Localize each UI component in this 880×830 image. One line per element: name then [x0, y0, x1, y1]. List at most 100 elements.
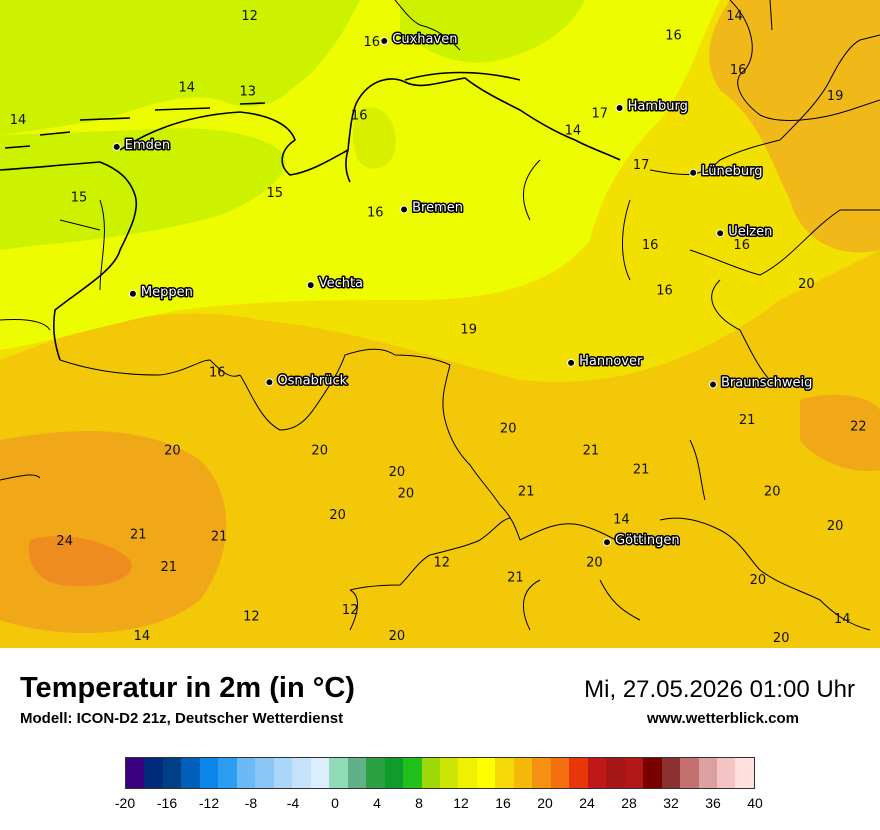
city-name: Hamburg	[628, 99, 688, 114]
temperature-value: 22	[850, 420, 867, 435]
map-title: Temperatur in 2m (in °C)	[20, 672, 355, 704]
colorbar-swatch	[329, 758, 348, 788]
colorbar-swatch	[587, 758, 607, 788]
colorbar-swatch	[144, 758, 163, 788]
city-dot	[112, 142, 121, 151]
temperature-value: 16	[364, 35, 381, 50]
temperature-value: 14	[726, 9, 743, 24]
city-marker: Osnabrück	[265, 372, 349, 390]
temperature-value: 15	[267, 186, 284, 201]
colorbar-swatch	[550, 758, 570, 788]
colorbar-swatch	[421, 758, 440, 788]
city-marker: Lüneburg	[689, 162, 764, 180]
colorbar-tick: 12	[453, 795, 469, 811]
city-dot	[716, 229, 725, 238]
city-dot	[380, 37, 389, 45]
city-dot	[128, 289, 137, 298]
colorbar-swatch	[680, 758, 699, 788]
colorbar-swatch	[292, 758, 311, 788]
forecast-datetime: Mi, 27.05.2026 01:00 Uhr	[584, 676, 855, 703]
coastline	[0, 71, 621, 361]
city-name: Osnabrück	[277, 373, 347, 388]
colorbar-tick: 8	[415, 795, 423, 811]
colorbar-swatch	[569, 758, 588, 788]
colorbar-swatch	[403, 758, 422, 788]
temperature-value: 14	[613, 512, 630, 527]
colorbar-swatch	[532, 758, 551, 788]
colorbar-swatch	[458, 758, 477, 788]
colorbar-tick: 4	[373, 795, 381, 811]
city-name: Göttingen	[615, 533, 680, 548]
colorbar-swatch	[273, 758, 293, 788]
city-marker: Bremen	[400, 199, 464, 217]
temperature-value: 24	[56, 534, 73, 549]
temperature-value: 17	[592, 106, 609, 121]
temperature-value: 19	[827, 89, 844, 104]
temperature-value: 16	[642, 238, 659, 253]
temperature-value: 13	[240, 85, 257, 100]
colorbar-swatch	[162, 758, 182, 788]
temperature-value: 16	[367, 206, 384, 221]
city-name: Uelzen	[728, 224, 772, 239]
temperature-value: 12	[434, 556, 451, 571]
temperature-value: 14	[10, 113, 27, 128]
temperature-value: 20	[586, 556, 603, 571]
colorbar-swatch	[606, 758, 625, 788]
colorbar-tick: 32	[663, 795, 679, 811]
temperature-value: 20	[329, 508, 346, 523]
colorbar-swatch	[310, 758, 330, 788]
temperature-value: 21	[739, 413, 756, 428]
temperature-value: 20	[764, 484, 781, 499]
city-name: Vechta	[319, 276, 363, 291]
colorbar-swatch	[513, 758, 533, 788]
colorbar-tick: 16	[495, 795, 511, 811]
colorbar-tick: 36	[705, 795, 721, 811]
temperature-value: 16	[656, 283, 673, 298]
colorbar-swatch	[476, 758, 496, 788]
colorbar-swatch	[661, 758, 681, 788]
temperature-value: 21	[583, 443, 600, 458]
temperature-value: 20	[311, 443, 328, 458]
temperature-value: 20	[773, 631, 790, 646]
temperature-value: 19	[460, 322, 477, 337]
city-dot	[709, 380, 717, 389]
temperature-value: 17	[633, 158, 650, 173]
city-name: Bremen	[412, 201, 463, 216]
temperature-value: 20	[500, 422, 517, 437]
city-name: Meppen	[141, 285, 193, 300]
temperature-value: 21	[211, 530, 228, 545]
colorbar-tick: 28	[621, 795, 637, 811]
city-dot	[306, 281, 315, 290]
colorbar-swatch	[384, 758, 404, 788]
website-link[interactable]: www.wetterblick.com	[647, 710, 799, 727]
city-marker: Hannover	[567, 352, 644, 370]
colorbar-swatch	[218, 758, 237, 788]
city-name: Hannover	[579, 354, 643, 369]
sea-zone-wadden	[0, 128, 286, 250]
hot-zone-southwest	[0, 431, 227, 634]
temperature-value: 16	[733, 238, 750, 253]
city-name: Braunschweig	[721, 376, 812, 391]
colorbar-tick: -20	[114, 795, 136, 811]
temperature-value: 21	[633, 463, 650, 478]
city-marker: Hamburg	[615, 98, 689, 116]
temperature-value: 12	[243, 610, 260, 625]
temperature-value: 21	[518, 484, 535, 499]
colorbar-swatch	[439, 758, 459, 788]
inland-cool-patch	[352, 107, 396, 169]
colorbar-swatch	[126, 758, 145, 788]
temperature-colorbar	[125, 757, 755, 789]
colorbar-swatch	[643, 758, 662, 788]
temperature-value: 21	[507, 571, 524, 586]
city-marker: Cuxhaven	[380, 31, 459, 49]
colorbar-swatch	[347, 758, 367, 788]
temperature-value: 14	[134, 629, 151, 644]
temperature-value: 21	[161, 560, 178, 575]
temperature-value: 20	[164, 443, 181, 458]
temperature-value: 20	[398, 487, 415, 502]
city-marker: Meppen	[128, 283, 194, 301]
city-marker: Göttingen	[603, 532, 681, 550]
temperature-value: 21	[130, 528, 147, 543]
city-name: Cuxhaven	[392, 32, 457, 47]
hot-spot-east	[800, 394, 880, 471]
